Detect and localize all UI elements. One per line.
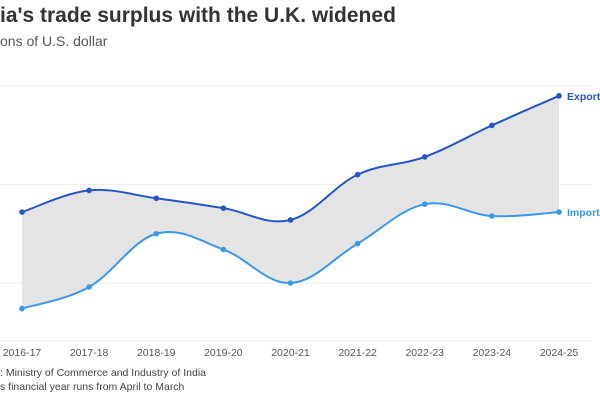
x-tick-label: 2024-25 [540, 347, 579, 359]
x-tick-label: 2020-21 [271, 347, 310, 359]
surplus-area [22, 95, 559, 309]
export-point [86, 187, 92, 194]
export-point [287, 217, 294, 223]
import-point [556, 209, 562, 215]
import-point [220, 246, 227, 253]
export-point [354, 171, 361, 178]
export-point [19, 209, 25, 215]
import-label: Import [567, 207, 600, 219]
import-point [489, 213, 495, 219]
export-point [421, 154, 428, 160]
import-point [153, 230, 160, 237]
export-point [556, 93, 562, 99]
chart-title: ia's trade surplus with the U.K. widened [0, 4, 396, 27]
export-label: Export [567, 91, 600, 103]
import-point [86, 284, 92, 290]
export-point [489, 122, 495, 129]
chart-subtitle: ons of U.S. dollar [0, 33, 108, 49]
footnote: s financial year runs from April to Marc… [0, 381, 185, 393]
export-point [220, 205, 227, 211]
x-tick-label: 2016-17 [3, 347, 42, 359]
x-tick-label: 2019-20 [204, 347, 243, 359]
import-point [421, 201, 428, 207]
x-tick-label: 2023-24 [473, 347, 512, 359]
export-point [153, 195, 160, 202]
x-tick-label: 2021-22 [338, 347, 377, 359]
import-point [19, 305, 25, 312]
import-point [354, 240, 361, 247]
source-note: : Ministry of Commerce and Industry of I… [0, 367, 206, 379]
x-tick-label: 2017-18 [70, 347, 109, 359]
x-tick-label: 2022-23 [405, 347, 444, 359]
x-tick-label: 2018-19 [137, 347, 176, 359]
import-point [287, 280, 294, 286]
